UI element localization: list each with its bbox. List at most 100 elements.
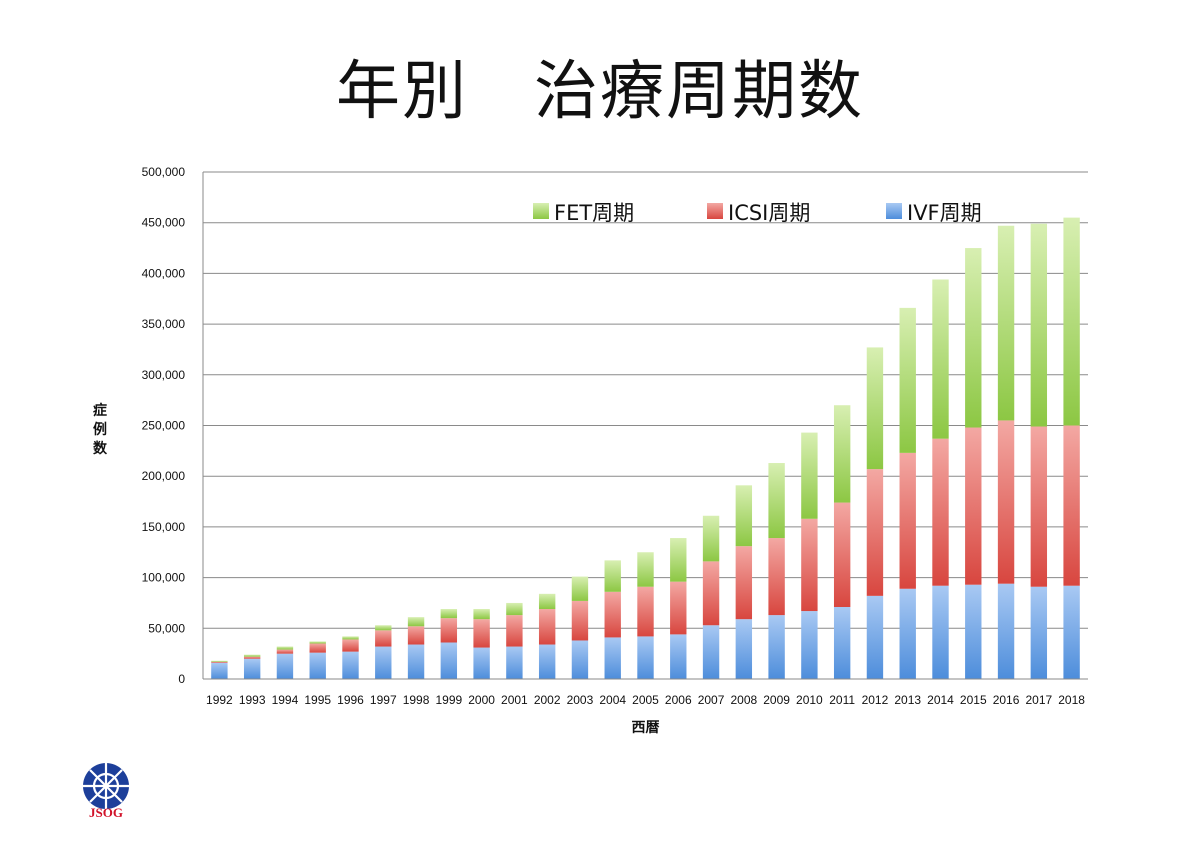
bar-fet-2012 <box>866 347 884 470</box>
x-tick-label: 2005 <box>632 693 659 707</box>
x-tick-label: 1999 <box>435 693 462 707</box>
bar-ivf-2008 <box>735 619 753 679</box>
bar-icsi-2013 <box>899 452 916 589</box>
bar-fet-2004 <box>604 560 621 592</box>
bar-ivf-1998 <box>407 644 425 679</box>
bar-fet-2007 <box>702 515 720 562</box>
legend-swatch-fet <box>533 203 549 219</box>
x-tick-label: 2001 <box>501 693 528 707</box>
bar-fet-2014 <box>932 279 949 439</box>
bar-fet-1999 <box>440 609 458 619</box>
bar-icsi-1994 <box>276 649 294 654</box>
x-tick-label: 2013 <box>894 693 921 707</box>
bar-ivf-1992 <box>211 662 228 679</box>
x-tick-label: 1993 <box>239 693 266 707</box>
bar-icsi-2012 <box>866 469 884 596</box>
x-tick-label: 2000 <box>468 693 495 707</box>
bar-fet-2009 <box>768 463 785 539</box>
bar-icsi-2014 <box>932 438 949 586</box>
bar-icsi-2015 <box>965 427 982 585</box>
x-tick-label: 1998 <box>403 693 430 707</box>
x-tick-label: 1994 <box>272 693 299 707</box>
x-tick-label: 2009 <box>763 693 790 707</box>
bar-ivf-1994 <box>276 653 294 679</box>
bar-ivf-1999 <box>440 642 458 679</box>
bar-ivf-2000 <box>473 647 490 679</box>
bar-ivf-2005 <box>637 636 654 679</box>
bar-ivf-2009 <box>768 615 785 679</box>
bar-ivf-2016 <box>997 583 1015 679</box>
bars <box>211 217 1080 679</box>
x-tick-label: 2011 <box>829 693 855 707</box>
y-tick-label: 350,000 <box>142 317 186 331</box>
bar-ivf-2004 <box>604 637 621 679</box>
bar-icsi-2017 <box>1030 426 1048 587</box>
bar-fet-2018 <box>1063 217 1080 426</box>
bar-fet-2001 <box>506 602 523 616</box>
x-tick-label: 2008 <box>730 693 757 707</box>
y-tick-label: 0 <box>178 672 185 686</box>
bar-fet-2000 <box>473 609 490 620</box>
legend-label-icsi: ICSI周期 <box>728 201 810 225</box>
bar-icsi-2002 <box>538 609 556 645</box>
x-tick-label: 2003 <box>567 693 594 707</box>
bar-fet-2015 <box>965 248 982 428</box>
x-tick-label: 2012 <box>862 693 889 707</box>
bar-icsi-2016 <box>997 420 1015 584</box>
bar-ivf-1997 <box>375 646 392 679</box>
x-axis-title: 西暦 <box>632 720 660 736</box>
x-tick-label: 2007 <box>698 693 725 707</box>
x-tick-label: 2006 <box>665 693 692 707</box>
axes: 0 50,000 100,000 150,000 200,000 250,000 300,0… <box>142 165 1088 707</box>
x-tick-label: 2014 <box>927 693 954 707</box>
bar-icsi-2007 <box>702 561 720 626</box>
bar-ivf-2010 <box>801 611 818 679</box>
bar-fet-1997 <box>375 625 392 631</box>
bar-ivf-2014 <box>932 585 949 679</box>
x-tick-label: 1997 <box>370 693 397 707</box>
bar-ivf-1995 <box>309 652 326 679</box>
jsog-logo-icon <box>83 763 129 809</box>
y-tick-label: 100,000 <box>142 571 186 585</box>
x-tick-label: 2018 <box>1058 693 1085 707</box>
bar-icsi-2011 <box>833 502 851 608</box>
bar-fet-1993 <box>243 654 261 657</box>
y-tick-label: 500,000 <box>142 165 186 179</box>
bar-icsi-2000 <box>473 619 490 648</box>
bar-ivf-2002 <box>538 644 556 679</box>
bar-icsi-2009 <box>768 538 785 616</box>
bar-fet-2013 <box>899 307 916 453</box>
bar-fet-1994 <box>276 646 294 650</box>
y-tick-label: 450,000 <box>142 216 186 230</box>
legend-swatch-icsi <box>707 203 723 219</box>
bar-icsi-2018 <box>1063 425 1080 586</box>
bar-ivf-2003 <box>571 640 589 679</box>
bar-fet-2010 <box>801 432 818 519</box>
bar-ivf-1996 <box>342 651 359 679</box>
legend-label-fet: FET周期 <box>554 201 634 225</box>
bar-fet-2006 <box>670 538 687 582</box>
bar-ivf-2006 <box>670 634 687 679</box>
bar-fet-2003 <box>571 576 589 601</box>
bar-icsi-1993 <box>243 656 261 659</box>
bar-ivf-2012 <box>866 595 884 679</box>
bar-ivf-1993 <box>243 658 261 679</box>
bar-fet-2016 <box>997 225 1015 421</box>
x-tick-label: 2017 <box>1025 693 1052 707</box>
bar-fet-1995 <box>309 641 326 644</box>
bar-fet-1998 <box>407 617 425 627</box>
bar-icsi-2004 <box>604 591 621 638</box>
legend-swatch-ivf <box>886 203 902 219</box>
x-tick-label: 2016 <box>993 693 1020 707</box>
bar-fet-2005 <box>637 552 654 587</box>
bar-icsi-2008 <box>735 546 753 620</box>
y-axis-title: 症例数 <box>93 402 108 457</box>
page-title: 年別 治療周期数 <box>336 55 864 129</box>
y-tick-label: 200,000 <box>142 469 186 483</box>
bar-icsi-1995 <box>309 643 326 653</box>
x-tick-label: 2004 <box>599 693 626 707</box>
legend: FET周期 ICSI周期 IVF周期 <box>533 201 982 225</box>
x-tick-label: 1992 <box>206 693 233 707</box>
bar-ivf-2001 <box>506 646 523 679</box>
